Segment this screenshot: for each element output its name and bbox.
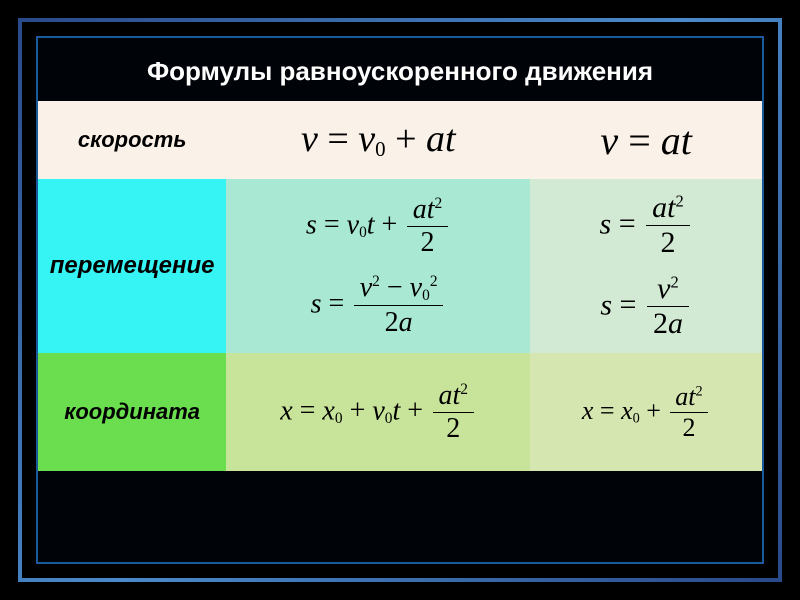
row-label-text: скорость [78,127,187,152]
inner-frame: Формулы равноускоренного движения скорос… [36,36,764,564]
outer-frame: Формулы равноускоренного движения скорос… [18,18,782,582]
page-title: Формулы равноускоренного движения [38,38,762,101]
formula-coordinate-a: x=x0+v0t+at22 [280,379,476,445]
cell-velocity-a: v=v0+at [226,101,530,179]
formula-displacement-a: s=v0t+at22s=v2−v022a [226,185,530,347]
table-row: скорость v=v0+at v=at [38,101,762,179]
table-row: координата x=x0+v0t+at22 x=x0+at22 [38,353,762,471]
table-row: перемещение s=v0t+at22s=v2−v022a s=at22s… [38,179,762,353]
formula-velocity-a: v=v0+at [301,117,456,162]
cell-velocity-b: v=at [530,101,762,179]
row-label-displacement: перемещение [38,179,226,353]
formula-displacement-b: s=at22s=v22a [530,183,762,349]
table-body: скорость v=v0+at v=at перемещение s=v0t+… [38,101,762,471]
row-label-velocity: скорость [38,101,226,179]
formula-coordinate-b: x=x0+at22 [582,381,711,443]
row-label-text: перемещение [50,252,215,279]
cell-coordinate-a: x=x0+v0t+at22 [226,353,530,471]
formula-velocity-b: v=at [600,117,691,164]
formula-table: скорость v=v0+at v=at перемещение s=v0t+… [38,101,762,471]
cell-displacement-b: s=at22s=v22a [530,179,762,353]
row-label-coordinate: координата [38,353,226,471]
cell-coordinate-b: x=x0+at22 [530,353,762,471]
cell-displacement-a: s=v0t+at22s=v2−v022a [226,179,530,353]
row-label-text: координата [64,399,200,424]
